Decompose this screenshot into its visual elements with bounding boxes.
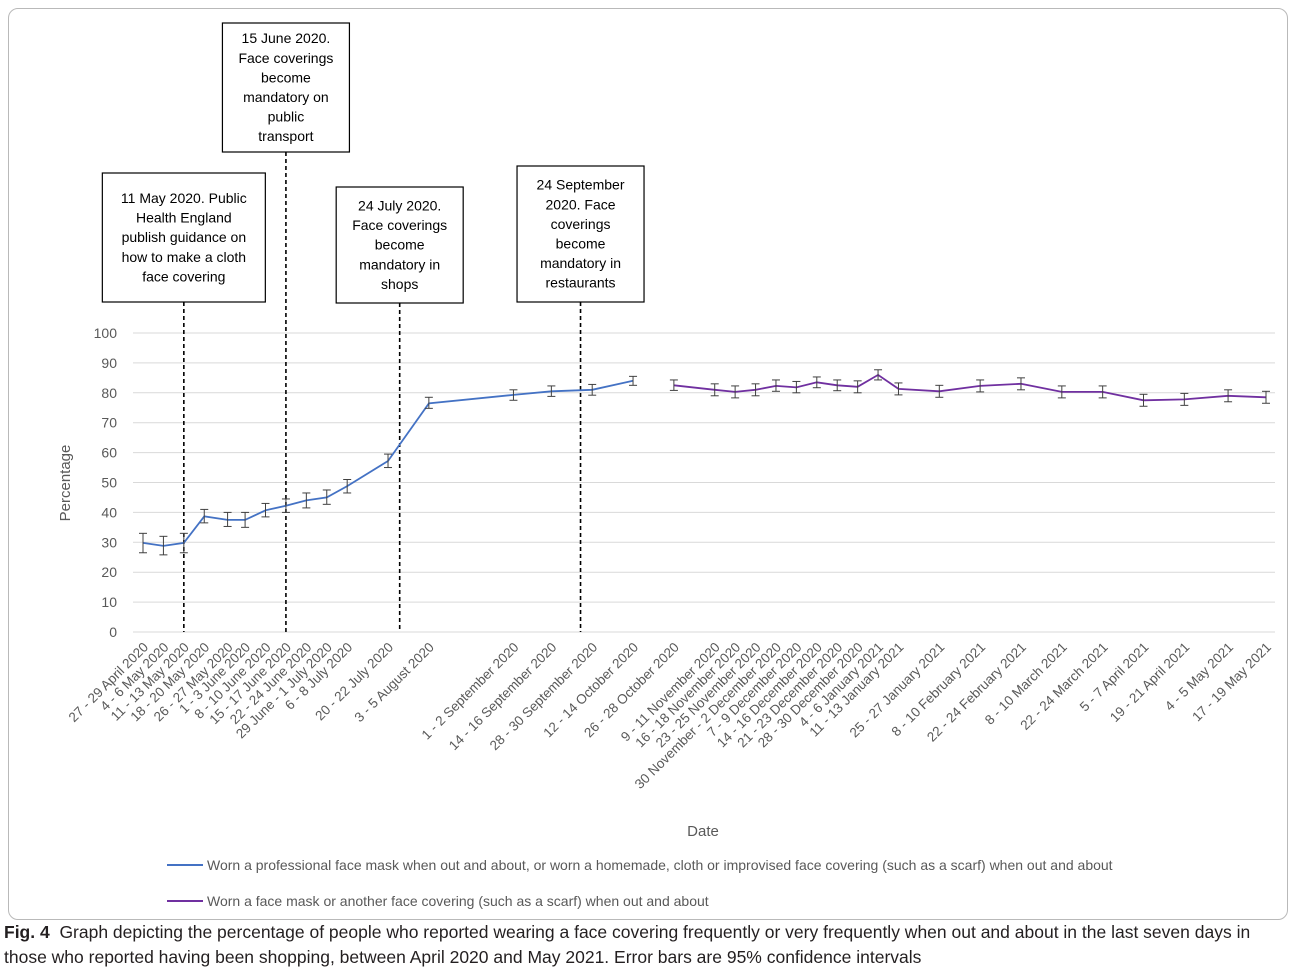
annotation-box: 11 May 2020. Public Health England publish… [101,172,266,303]
chart-series [139,369,1270,556]
annotation-text: publish guidance on [122,229,247,245]
annotation-text: mandatory in [540,255,621,271]
line-chart: 0 10 20 30 40 50 60 70 80 90 100 27 - 29 April 202… [57,22,1275,909]
annotation-frame [516,165,645,303]
annotation-box: 15 June 2020. Face coverings become mandato… [221,22,351,153]
annotation-text: shops [381,276,418,292]
annotation-text: 2020. Face [546,196,616,212]
figure-label: Fig. 4 [4,922,50,942]
y-tick-label: 60 [101,445,117,461]
annotation-text: Face coverings [352,217,447,233]
annotation-text: how to make a cloth [122,249,247,265]
annotation-text: public [268,109,305,125]
y-tick-label: 100 [94,325,118,341]
annotation-text: 24 July 2020. [358,198,441,214]
annotation-frame [335,186,464,304]
figure-frame [8,8,1288,920]
x-axis-label: Date [687,823,719,840]
y-tick-label: 30 [101,534,117,550]
annotation-text: become [556,236,606,252]
annotation-text: face covering [142,268,225,284]
annotation-frame [101,172,266,303]
annotation-text: mandatory on [243,89,329,105]
y-tick-label: 90 [101,355,117,371]
caption-text: Graph depicting the percentage of people… [4,922,1251,967]
annotation-text: Face coverings [238,50,333,66]
annotation-box: 24 September 2020. Face coverings become man… [516,165,645,303]
y-axis-label: Percentage [57,445,74,522]
annotation-lines [183,152,582,632]
annotation-box: 24 July 2020. Face coverings become mandato… [335,186,464,304]
annotation-text: transport [258,128,313,144]
y-tick-label: 70 [101,415,117,431]
legend-label: Worn a professional face mask when out a… [207,857,1113,873]
x-tick-label: 3 - 5 August 2020 [352,640,437,725]
annotation-text: 15 June 2020. [242,30,331,46]
x-tick-label: 19 - 21 April 2021 [1107,640,1192,725]
y-axis-ticks: 0 10 20 30 40 50 60 70 80 90 100 [94,325,118,640]
annotation-text: 11 May 2020. Public [121,190,247,206]
annotation-text: coverings [551,216,611,232]
figure-caption: Fig. 4 Graph depicting the percentage of… [4,920,1286,970]
y-tick-label: 10 [101,594,117,610]
y-tick-label: 40 [101,504,117,520]
chart-legend: Worn a professional face mask when out a… [167,857,1113,909]
y-tick-label: 20 [101,564,117,580]
y-tick-label: 0 [109,624,117,640]
legend-label: Worn a face mask or another face coverin… [207,893,709,909]
chart-gridlines [133,332,1275,633]
series-line [673,373,1267,402]
annotation-boxes: 11 May 2020. Public Health England publish… [101,22,645,304]
y-tick-label: 80 [101,385,117,401]
annotation-text: Health England [136,210,232,226]
annotation-text: restaurants [546,275,616,291]
y-tick-label: 50 [101,475,117,491]
annotation-frame [221,22,351,153]
annotation-text: mandatory in [359,256,440,272]
annotation-text: become [261,69,311,85]
annotation-text: 24 September [537,177,625,193]
annotation-text: become [375,237,425,253]
